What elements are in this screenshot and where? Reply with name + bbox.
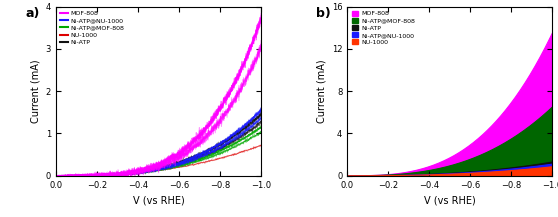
Y-axis label: Current (mA): Current (mA) — [316, 59, 326, 123]
Legend: MOF-808, Ni-ATP@NU-1000, Ni-ATP@MOF-808, NU-1000, Ni-ATP: MOF-808, Ni-ATP@NU-1000, Ni-ATP@MOF-808,… — [59, 10, 126, 46]
Text: b): b) — [316, 7, 331, 20]
Text: a): a) — [25, 7, 40, 20]
X-axis label: V (vs RHE): V (vs RHE) — [424, 195, 475, 205]
Legend: MOF-808, Ni-ATP@MOF-808, Ni-ATP, Ni-ATP@NU-1000, NU-1000: MOF-808, Ni-ATP@MOF-808, Ni-ATP, Ni-ATP@… — [350, 10, 416, 46]
Y-axis label: Current (mA): Current (mA) — [30, 59, 40, 123]
X-axis label: V (vs RHE): V (vs RHE) — [133, 195, 184, 205]
